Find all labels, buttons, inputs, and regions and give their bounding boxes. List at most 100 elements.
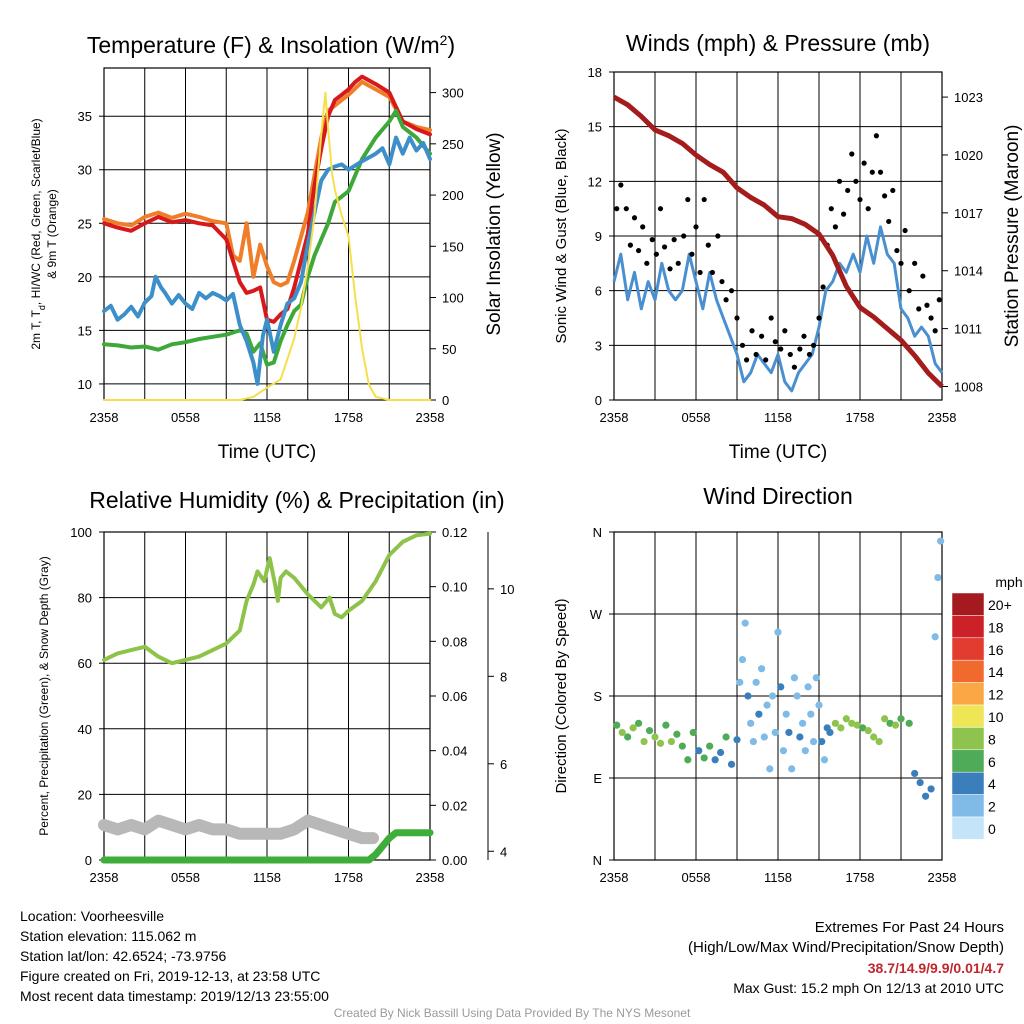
direction-point	[891, 721, 900, 729]
gust-point	[912, 260, 918, 266]
legend-swatch	[951, 637, 985, 661]
gust-point	[689, 251, 695, 257]
direction-point	[812, 674, 820, 682]
direction-point	[788, 765, 796, 773]
x-tick-label: 2358	[90, 870, 119, 885]
gust-point	[797, 346, 803, 352]
legend-label: 20+	[988, 597, 1012, 613]
gust-point	[671, 237, 677, 243]
gust-point	[886, 218, 892, 225]
direction-point	[733, 736, 741, 744]
gust-point	[636, 247, 642, 254]
direction-point	[689, 728, 697, 737]
y-tick-label: 60	[78, 656, 92, 671]
gust-point	[661, 244, 668, 250]
precip-axis-tick-label: 0.00	[442, 853, 467, 868]
station-latlon: Station lat/lon: 42.6524; -73.9756	[20, 948, 227, 964]
legend-swatch	[951, 749, 985, 773]
y-tick-label: E	[593, 771, 602, 786]
direction-point	[752, 678, 760, 686]
direction-point	[744, 692, 752, 700]
legend-label: 4	[988, 776, 996, 792]
y-tick-label: 30	[78, 163, 92, 178]
direction-point	[801, 747, 809, 755]
y-tick-label: 25	[78, 216, 92, 231]
direction-point	[815, 701, 823, 709]
winds-chart: 2358 0558 1158 1758 2358 0 3 6 9 12 15 18 1008 1011 10…	[553, 30, 1023, 463]
x-tick-label: 1758	[334, 410, 363, 425]
direction-point	[911, 769, 919, 778]
direction-point	[809, 737, 818, 746]
legend-swatch	[951, 727, 985, 751]
direction-title: Wind Direction	[703, 483, 853, 509]
direction-point	[747, 719, 755, 727]
extremes-values: 38.7/14.9/9.9/0.01/4.7	[867, 960, 1004, 976]
gust-point	[787, 351, 793, 358]
gust-point	[768, 315, 774, 321]
legend-label: 10	[988, 709, 1004, 725]
gust-point	[820, 284, 826, 290]
insolation-axis-tick-label: 100	[442, 291, 464, 306]
direction-point	[886, 719, 894, 727]
direction-point	[766, 765, 774, 773]
direction-point	[777, 683, 785, 691]
gust-point	[649, 237, 655, 243]
direction-point	[722, 733, 730, 741]
precip-axis-tick-label: 0.04	[442, 744, 467, 759]
direction-point	[818, 737, 826, 746]
direction-point	[763, 701, 771, 709]
direction-point	[667, 737, 676, 746]
insolation-axis-tick-label: 250	[442, 137, 464, 152]
gust-point	[920, 273, 926, 279]
y-tick-label: 0	[595, 393, 602, 408]
direction-point	[826, 728, 834, 737]
y-tick-label: 35	[78, 109, 92, 124]
credit-line: Created By Nick Bassill Using Data Provi…	[333, 1006, 691, 1020]
series-humidity	[102, 531, 432, 666]
y-tick-label: 100	[70, 525, 92, 540]
gust-point	[778, 346, 784, 352]
station-elevation: Station elevation: 115.062 m	[20, 928, 197, 944]
direction-point	[768, 692, 777, 700]
insolation-axis-tick-label: 150	[442, 239, 464, 254]
temperature-title: Temperature (F) & Insolation (W/m2)	[87, 32, 455, 58]
direction-point	[727, 760, 736, 768]
gust-point	[801, 333, 807, 339]
direction-point	[624, 733, 632, 741]
direction-point	[684, 756, 692, 764]
direction-point	[905, 719, 913, 727]
gust-point	[693, 224, 699, 230]
direction-point	[859, 724, 867, 732]
y2-axis-label: Solar Insolation (Yellow)	[484, 132, 505, 335]
station-location: Location: Voorheesville	[20, 908, 164, 924]
direction-point	[831, 719, 840, 727]
x-tick-label: 1758	[334, 870, 363, 885]
insolation-axis-tick-label: 200	[442, 188, 464, 203]
y-axis-label: Percent, Precipitation (Green), & Snow D…	[37, 556, 51, 835]
y-tick-label: 15	[588, 120, 602, 135]
direction-point	[793, 692, 801, 700]
gust-point	[894, 247, 900, 254]
gust-point	[763, 357, 769, 363]
direction-point	[807, 710, 815, 718]
gust-point	[806, 351, 813, 358]
direction-point	[758, 665, 766, 673]
plot-frame	[613, 531, 943, 861]
direction-point	[700, 754, 708, 762]
y-tick-label: 15	[78, 323, 92, 338]
gust-point	[936, 297, 942, 303]
x-tick-label: 2358	[600, 410, 629, 425]
gust-point	[675, 260, 681, 266]
gust-point	[697, 269, 703, 276]
y-tick-label: N	[593, 853, 602, 868]
direction-point	[695, 747, 703, 755]
snow-axis-tick-label: 4	[500, 844, 507, 859]
gust-point	[728, 288, 735, 294]
y-tick-label: 20	[78, 787, 92, 802]
gust-point	[836, 178, 843, 184]
gust-point	[782, 328, 788, 334]
series-pressure	[612, 94, 944, 389]
gust-point	[882, 193, 888, 199]
y-tick-label: N	[593, 525, 602, 540]
